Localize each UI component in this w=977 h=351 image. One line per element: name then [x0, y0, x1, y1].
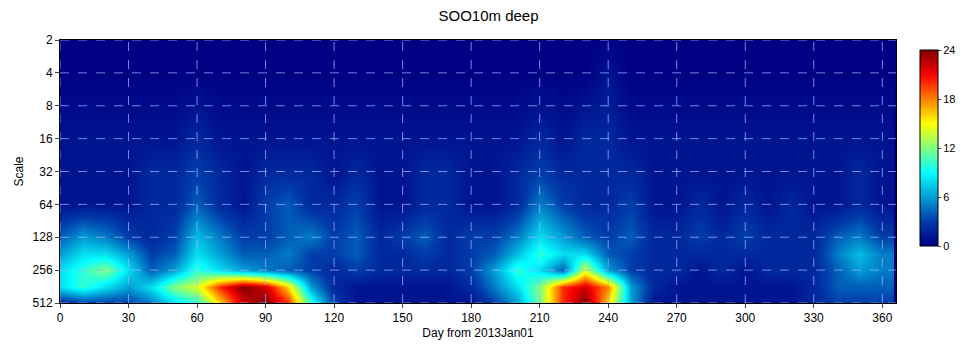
svg-text:270: 270	[667, 311, 687, 325]
svg-text:360: 360	[872, 311, 892, 325]
svg-text:0: 0	[943, 240, 949, 252]
svg-text:240: 240	[598, 311, 618, 325]
svg-text:24: 24	[943, 44, 955, 56]
svg-text:512: 512	[33, 296, 53, 310]
svg-text:12: 12	[943, 142, 955, 154]
svg-text:32: 32	[39, 165, 53, 179]
svg-text:210: 210	[530, 311, 550, 325]
svg-text:0: 0	[57, 311, 64, 325]
svg-text:Scale: Scale	[12, 156, 26, 186]
svg-text:18: 18	[943, 93, 955, 105]
svg-text:330: 330	[804, 311, 824, 325]
svg-text:256: 256	[33, 263, 53, 277]
svg-text:4: 4	[46, 66, 53, 80]
svg-text:8: 8	[46, 99, 53, 113]
svg-text:150: 150	[393, 311, 413, 325]
svg-text:16: 16	[39, 132, 53, 146]
svg-text:Day from 2013Jan01: Day from 2013Jan01	[422, 326, 534, 340]
svg-text:120: 120	[324, 311, 344, 325]
svg-text:30: 30	[122, 311, 136, 325]
svg-text:90: 90	[259, 311, 273, 325]
svg-text:SOO10m deep: SOO10m deep	[438, 7, 538, 24]
svg-text:2: 2	[46, 33, 53, 47]
svg-text:300: 300	[735, 311, 755, 325]
svg-text:180: 180	[461, 311, 481, 325]
svg-text:60: 60	[190, 311, 204, 325]
svg-text:6: 6	[943, 191, 949, 203]
svg-text:64: 64	[39, 198, 53, 212]
svg-text:128: 128	[33, 230, 53, 244]
